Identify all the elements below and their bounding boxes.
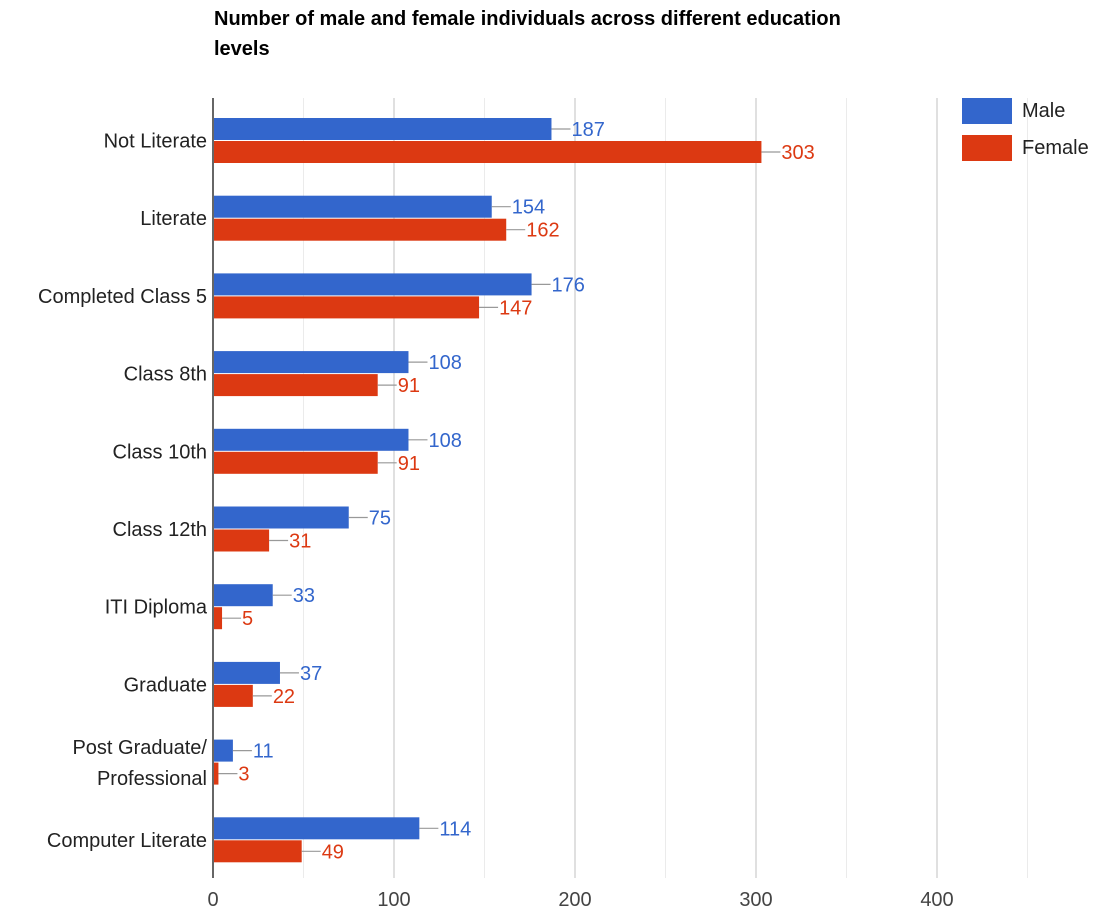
category-label: Post Graduate/: [72, 737, 207, 759]
male-bar: [214, 351, 409, 374]
female-bar: [214, 684, 253, 707]
legend-swatch: [962, 135, 1012, 161]
female-bar: [214, 840, 302, 863]
male-data-label: 114: [439, 818, 471, 840]
female-data-label: 49: [322, 841, 344, 863]
female-bar: [214, 374, 378, 397]
male-bar: [214, 428, 409, 451]
female-bar: [214, 218, 507, 241]
female-bar: [214, 607, 223, 630]
male-data-label: 176: [552, 274, 585, 296]
female-data-label: 91: [398, 453, 420, 475]
female-bar: [214, 762, 219, 785]
category-label: Computer Literate: [47, 830, 207, 852]
category-label: Professional: [97, 768, 207, 790]
female-data-label: 3: [238, 764, 249, 786]
x-tick-label: 100: [377, 889, 410, 911]
legend-item-male: Male: [962, 98, 1065, 124]
male-bar: [214, 584, 273, 607]
male-bar: [214, 506, 349, 529]
male-data-label: 75: [369, 508, 391, 530]
legend-label: Male: [1022, 99, 1066, 122]
male-bar: [214, 739, 233, 762]
category-label: Graduate: [124, 674, 207, 696]
female-data-label: 303: [781, 142, 814, 164]
male-data-label: 187: [571, 119, 604, 141]
legend-swatch: [962, 98, 1012, 124]
male-data-label: 108: [428, 352, 461, 374]
male-data-label: 108: [428, 430, 461, 452]
female-bar: [214, 529, 270, 552]
male-data-label: 154: [512, 197, 545, 219]
legend-item-female: Female: [962, 135, 1089, 161]
x-tick-label: 300: [739, 889, 772, 911]
female-data-label: 91: [398, 375, 420, 397]
axes: 0 100 200 300 400 Not Literate Literate Complet…: [38, 98, 954, 911]
female-data-label: 31: [289, 531, 311, 553]
female-data-label: 162: [526, 220, 559, 242]
category-label: Completed Class 5: [38, 286, 207, 308]
category-label: Not Literate: [104, 131, 207, 153]
data-labels: 187 154 176 108 108 75 33 37 11 114 303 162 147 91 91 3…: [218, 119, 815, 863]
category-label: Class 12th: [113, 519, 208, 541]
male-bar: [214, 661, 280, 684]
male-bar: [214, 118, 552, 140]
category-label: Class 8th: [124, 364, 207, 386]
category-label: ITI Diploma: [105, 597, 208, 619]
female-data-label: 147: [499, 297, 532, 319]
female-bar: [214, 296, 480, 319]
x-tick-label: 200: [558, 889, 591, 911]
x-tick-label: 400: [920, 889, 953, 911]
male-data-label: 33: [293, 585, 315, 607]
bars: [214, 118, 762, 863]
female-bar: [214, 451, 378, 474]
category-label: Class 10th: [113, 441, 208, 463]
legend-label: Female: [1022, 136, 1089, 159]
chart-title: Number of male and female individuals ac…: [214, 8, 841, 60]
male-bar: [214, 273, 532, 296]
female-bar: [214, 141, 762, 163]
category-label: Literate: [140, 208, 207, 230]
male-data-label: 37: [300, 663, 322, 685]
x-tick-label: 0: [207, 889, 218, 911]
male-data-label: 11: [253, 741, 274, 763]
male-bar: [214, 195, 492, 218]
male-bar: [214, 817, 420, 840]
female-data-label: 22: [273, 686, 295, 708]
female-data-label: 5: [242, 608, 253, 630]
